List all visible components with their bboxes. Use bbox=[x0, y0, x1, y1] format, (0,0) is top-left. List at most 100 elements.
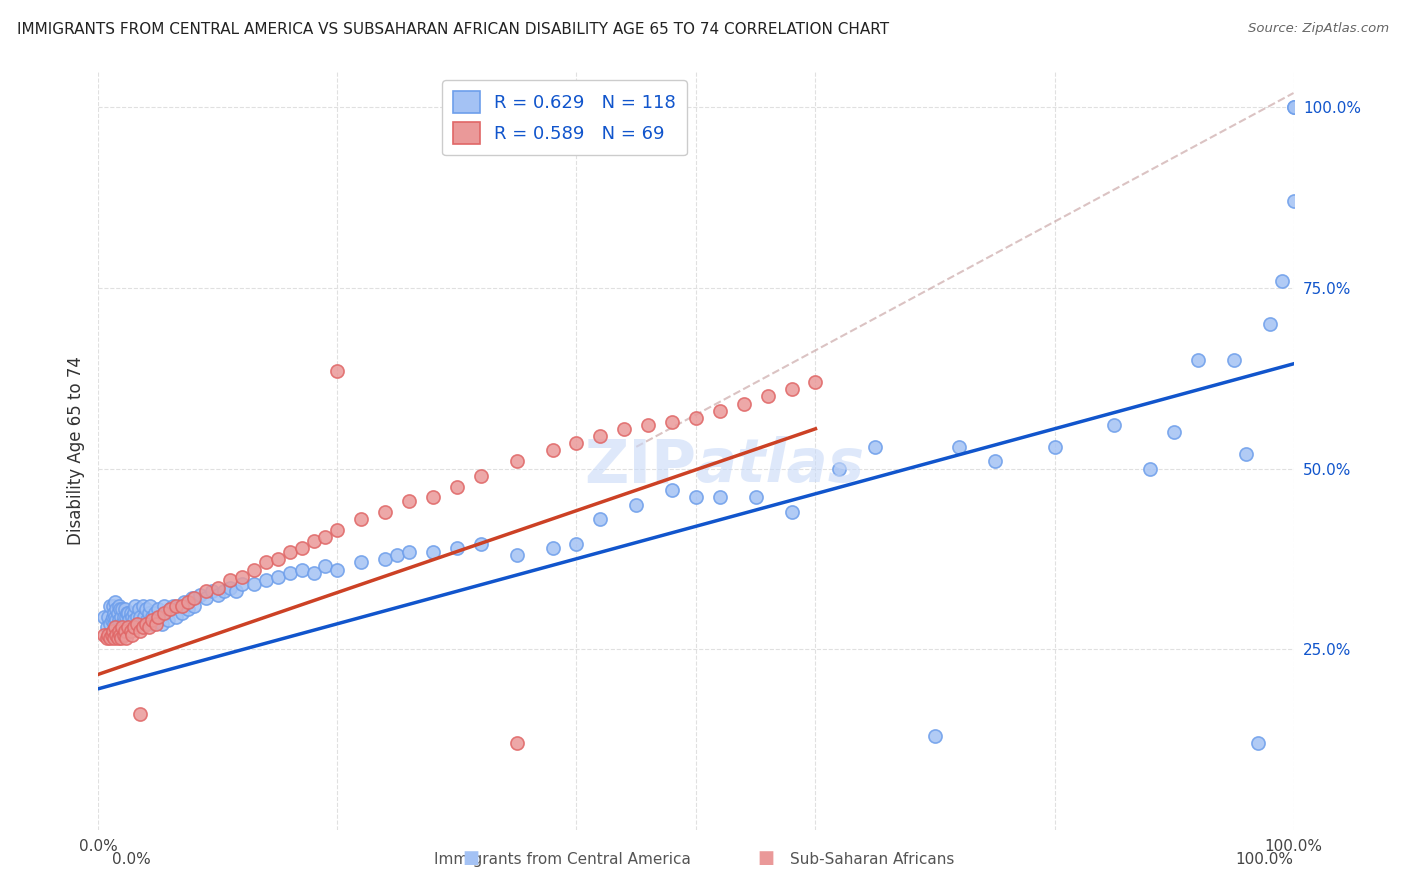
Point bbox=[984, 454, 1007, 468]
Point bbox=[159, 602, 181, 616]
Point bbox=[114, 616, 136, 631]
Point bbox=[159, 602, 181, 616]
Point bbox=[136, 613, 159, 627]
Point bbox=[422, 491, 444, 505]
Point bbox=[93, 609, 115, 624]
Point bbox=[108, 627, 131, 641]
Point bbox=[103, 631, 125, 645]
Point bbox=[97, 609, 120, 624]
Point bbox=[745, 491, 768, 505]
Point bbox=[153, 606, 176, 620]
Point bbox=[446, 479, 468, 493]
Point bbox=[398, 544, 420, 558]
Text: Immigrants from Central America: Immigrants from Central America bbox=[434, 852, 690, 867]
Point bbox=[1271, 274, 1294, 288]
Point bbox=[162, 599, 184, 613]
Point bbox=[804, 375, 827, 389]
Point bbox=[828, 461, 851, 475]
Point bbox=[267, 551, 290, 566]
Point bbox=[148, 609, 170, 624]
Point bbox=[115, 631, 138, 645]
Point bbox=[350, 512, 373, 526]
Point bbox=[291, 563, 314, 577]
Point bbox=[101, 624, 124, 638]
Point bbox=[374, 505, 396, 519]
Point bbox=[124, 599, 146, 613]
Point bbox=[1282, 194, 1305, 209]
Point bbox=[207, 581, 229, 595]
Point bbox=[613, 422, 636, 436]
Point bbox=[118, 613, 141, 627]
Point bbox=[139, 599, 162, 613]
Point bbox=[183, 599, 205, 613]
Point bbox=[243, 563, 266, 577]
Point bbox=[117, 620, 139, 634]
Point bbox=[1258, 317, 1281, 331]
Point bbox=[141, 613, 163, 627]
Point bbox=[104, 609, 127, 624]
Point bbox=[128, 602, 150, 616]
Point bbox=[127, 616, 149, 631]
Point bbox=[756, 389, 779, 403]
Point bbox=[733, 396, 755, 410]
Point bbox=[112, 627, 135, 641]
Point bbox=[145, 613, 167, 627]
Point bbox=[129, 624, 152, 638]
Point bbox=[637, 418, 659, 433]
Point bbox=[1223, 353, 1246, 368]
Point bbox=[219, 574, 242, 588]
Point bbox=[107, 616, 129, 631]
Point bbox=[470, 537, 492, 551]
Point bbox=[103, 616, 125, 631]
Point bbox=[1139, 461, 1161, 475]
Point bbox=[100, 613, 122, 627]
Point bbox=[107, 613, 129, 627]
Point bbox=[107, 599, 129, 613]
Point bbox=[1247, 736, 1270, 750]
Point bbox=[243, 577, 266, 591]
Point bbox=[173, 595, 195, 609]
Point bbox=[143, 606, 166, 620]
Point bbox=[326, 563, 349, 577]
Point bbox=[446, 541, 468, 555]
Point bbox=[254, 574, 277, 588]
Point bbox=[93, 627, 115, 641]
Point bbox=[506, 548, 529, 562]
Point bbox=[1163, 425, 1185, 440]
Point bbox=[111, 616, 134, 631]
Text: Source: ZipAtlas.com: Source: ZipAtlas.com bbox=[1249, 22, 1389, 36]
Point bbox=[124, 606, 146, 620]
Point bbox=[231, 577, 253, 591]
Point bbox=[124, 620, 146, 634]
Point bbox=[212, 584, 235, 599]
Point bbox=[125, 616, 148, 631]
Point bbox=[129, 706, 152, 721]
Point bbox=[225, 584, 247, 599]
Point bbox=[231, 570, 253, 584]
Point bbox=[709, 491, 731, 505]
Point bbox=[1043, 440, 1066, 454]
Point bbox=[780, 505, 803, 519]
Point bbox=[148, 602, 170, 616]
Text: Sub-Saharan Africans: Sub-Saharan Africans bbox=[790, 852, 953, 867]
Point bbox=[110, 609, 132, 624]
Point bbox=[104, 620, 127, 634]
Point bbox=[385, 548, 409, 562]
Point bbox=[267, 570, 290, 584]
Point bbox=[207, 588, 229, 602]
Point bbox=[685, 491, 707, 505]
Point bbox=[156, 613, 179, 627]
Point bbox=[141, 609, 163, 624]
Y-axis label: Disability Age 65 to 74: Disability Age 65 to 74 bbox=[66, 356, 84, 545]
Point bbox=[685, 411, 707, 425]
Point bbox=[114, 602, 136, 616]
Point bbox=[117, 606, 139, 620]
Point bbox=[374, 551, 396, 566]
Point bbox=[661, 415, 683, 429]
Point bbox=[105, 602, 128, 616]
Point bbox=[145, 616, 167, 631]
Point bbox=[1104, 418, 1126, 433]
Text: atlas: atlas bbox=[696, 436, 865, 495]
Point bbox=[626, 498, 648, 512]
Point bbox=[315, 530, 337, 544]
